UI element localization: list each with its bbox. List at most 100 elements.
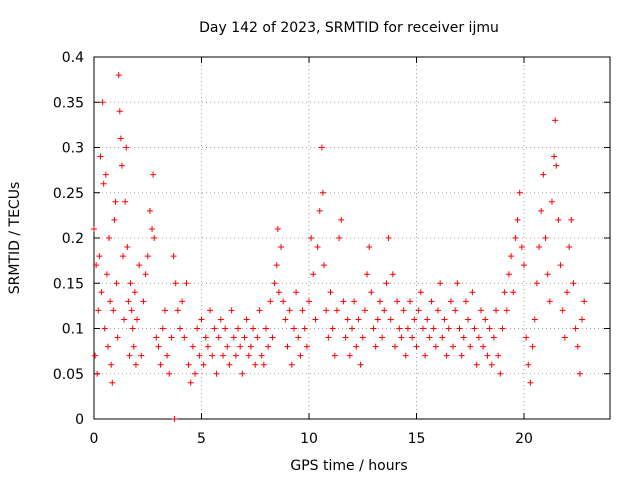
data-point	[297, 352, 304, 359]
data-point	[155, 343, 162, 350]
data-point	[430, 325, 437, 332]
data-point	[265, 343, 272, 350]
y-tick-label: 0	[75, 412, 84, 428]
data-point	[260, 361, 267, 368]
data-point	[392, 343, 398, 350]
data-point	[204, 343, 211, 350]
data-point	[445, 325, 452, 332]
data-point	[357, 361, 364, 368]
data-point	[159, 325, 166, 332]
data-point	[269, 334, 276, 341]
data-point	[207, 307, 214, 314]
data-point	[194, 325, 201, 332]
data-point	[256, 307, 263, 314]
data-point	[254, 334, 261, 341]
data-point	[523, 334, 530, 341]
data-point	[376, 298, 383, 305]
data-point	[183, 280, 190, 287]
data-point	[353, 343, 360, 350]
data-point	[235, 325, 242, 332]
data-point	[576, 370, 583, 377]
data-point	[132, 361, 139, 368]
data-point	[131, 289, 138, 296]
data-point	[553, 162, 560, 169]
data-point	[321, 262, 328, 269]
data-point	[293, 289, 300, 296]
data-point	[402, 352, 409, 359]
data-point	[250, 325, 257, 332]
data-point	[480, 343, 487, 350]
data-point	[273, 262, 280, 269]
data-point	[422, 352, 429, 359]
data-point	[104, 343, 111, 350]
data-point	[115, 72, 122, 79]
x-tick-label: 20	[515, 431, 533, 447]
data-point	[171, 416, 178, 422]
data-point	[533, 280, 540, 287]
data-point	[478, 307, 484, 314]
data-point	[181, 334, 188, 341]
data-point	[124, 244, 131, 251]
data-point	[389, 271, 396, 278]
data-point	[559, 307, 566, 314]
data-point	[417, 289, 424, 296]
data-point	[432, 343, 439, 350]
data-point	[319, 189, 326, 196]
data-point	[192, 370, 199, 377]
data-point	[325, 334, 332, 341]
data-point	[344, 316, 351, 323]
data-point	[469, 289, 476, 296]
data-point	[383, 280, 390, 287]
data-point	[95, 307, 102, 314]
data-point	[374, 316, 381, 323]
data-point	[103, 271, 110, 278]
data-point	[531, 316, 538, 323]
plot-frame	[93, 56, 611, 420]
data-point	[112, 198, 119, 205]
data-point	[439, 334, 446, 341]
data-point	[542, 235, 549, 241]
data-point	[120, 253, 127, 260]
data-point	[329, 325, 336, 332]
data-point	[94, 370, 101, 377]
data-point	[286, 307, 293, 314]
data-point	[495, 352, 502, 359]
data-point	[510, 289, 517, 296]
data-point	[437, 280, 444, 287]
data-point	[93, 262, 100, 269]
data-point	[224, 343, 231, 350]
data-point	[211, 325, 218, 332]
data-point	[342, 334, 349, 341]
data-point	[331, 352, 338, 359]
data-point	[484, 352, 491, 359]
data-point	[568, 216, 575, 223]
data-point	[411, 316, 418, 323]
data-point	[170, 253, 177, 260]
data-point	[566, 244, 573, 251]
data-point	[488, 361, 495, 368]
data-point	[164, 352, 171, 359]
data-point	[128, 307, 135, 314]
data-point	[548, 198, 555, 205]
data-point	[278, 244, 285, 251]
data-point	[450, 343, 457, 350]
data-point	[232, 352, 239, 359]
data-point	[113, 280, 120, 287]
data-point	[508, 253, 515, 260]
data-point	[327, 289, 334, 296]
data-point	[394, 298, 401, 305]
data-point	[116, 108, 123, 115]
data-point	[456, 325, 463, 332]
data-point	[368, 289, 375, 296]
data-point	[142, 271, 149, 278]
data-point	[185, 361, 192, 368]
data-point	[228, 307, 235, 314]
data-point	[275, 289, 282, 296]
data-point	[299, 307, 306, 314]
data-point	[540, 171, 547, 178]
data-point	[372, 343, 379, 350]
data-point	[230, 334, 237, 341]
data-point	[512, 235, 519, 241]
data-point	[516, 189, 523, 196]
data-point	[101, 325, 108, 332]
